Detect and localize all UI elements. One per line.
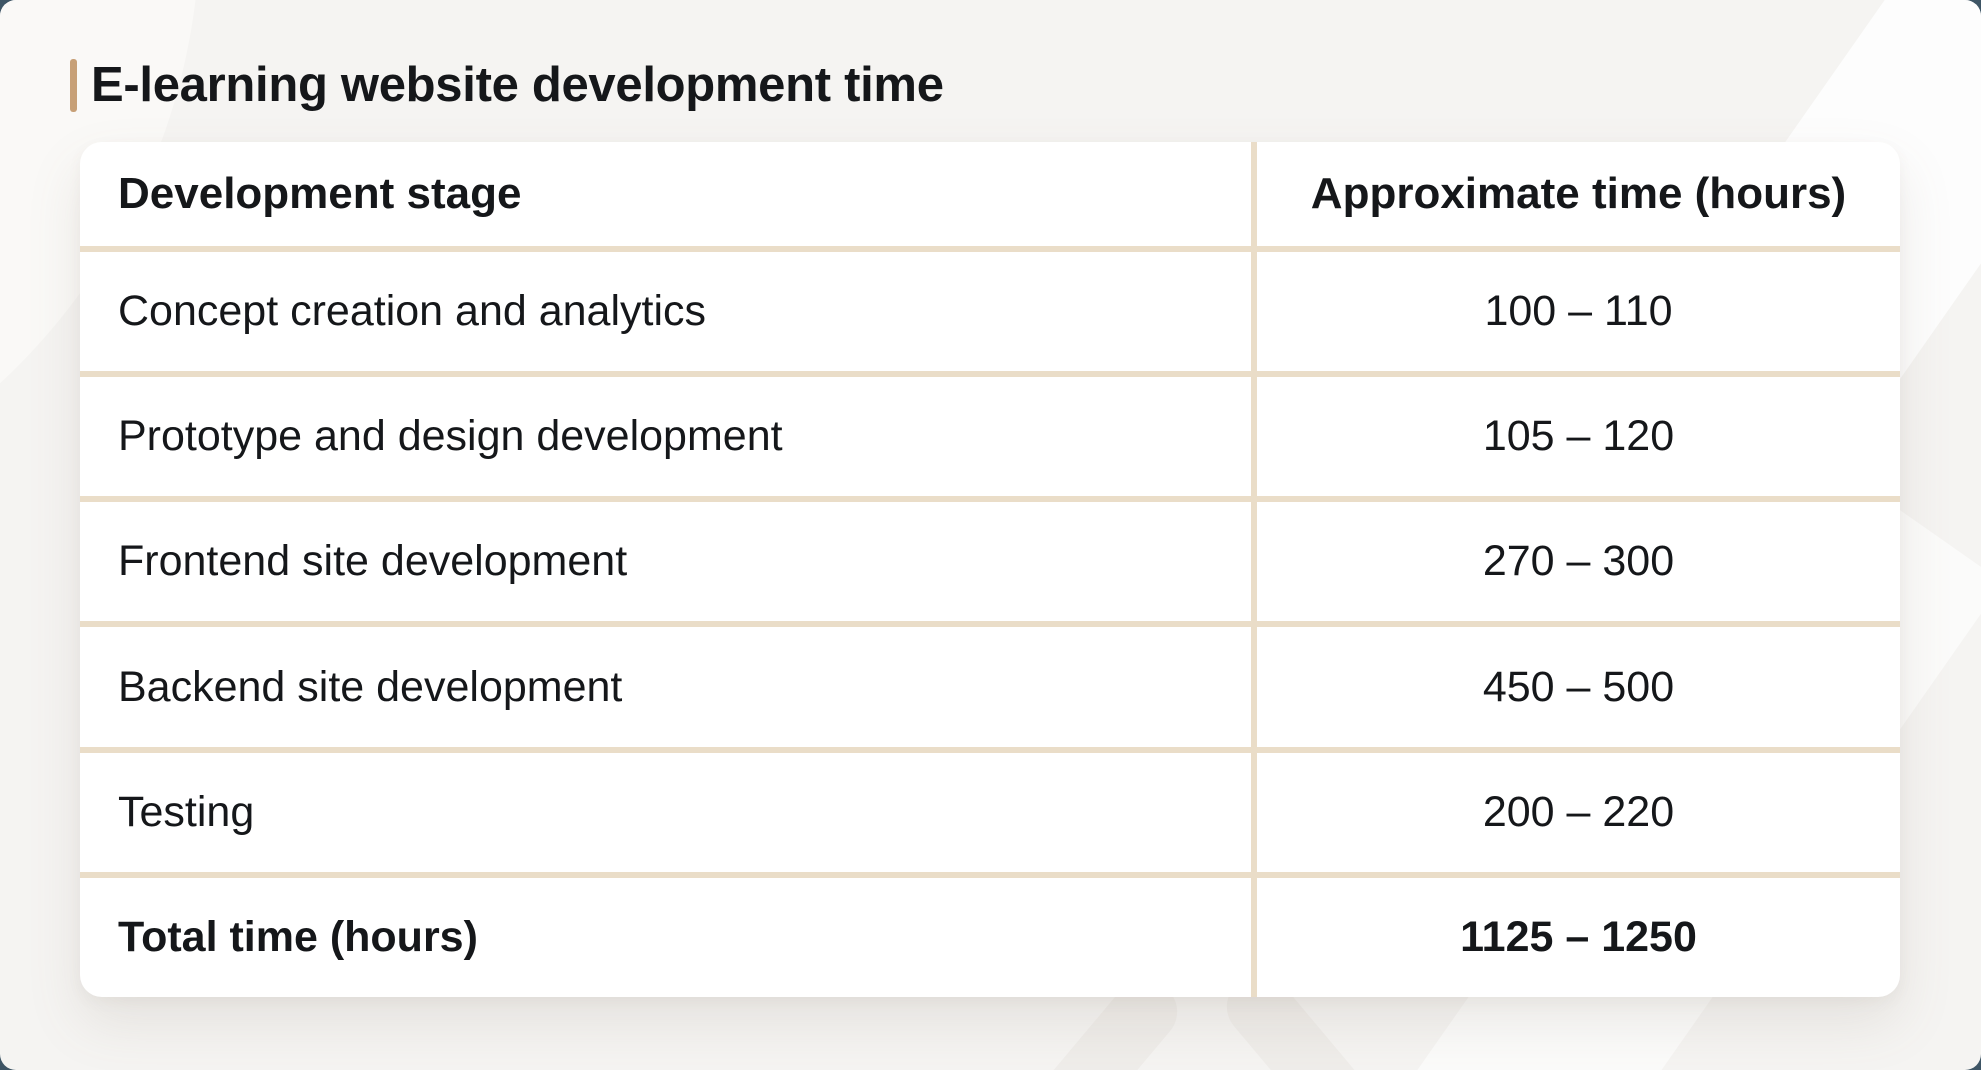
page-title-text: E-learning website development time xyxy=(91,58,944,112)
time-cell: 450 – 500 xyxy=(1251,621,1900,747)
column-header-time: Approximate time (hours) xyxy=(1251,142,1900,246)
development-time-table: Development stage Approximate time (hour… xyxy=(80,142,1900,997)
page-title: E-learning website development time xyxy=(70,57,944,113)
total-stage-cell: Total time (hours) xyxy=(80,871,1251,997)
stage-cell: Frontend site development xyxy=(80,496,1251,621)
column-header-stage: Development stage xyxy=(118,169,522,218)
stage-cell: Backend site development xyxy=(80,621,1251,746)
time-cell: 200 – 220 xyxy=(1251,746,1900,872)
stage-cell: Prototype and design development xyxy=(80,371,1251,496)
stage-cell: Concept creation and analytics xyxy=(80,246,1251,371)
time-cell: 105 – 120 xyxy=(1251,371,1900,497)
time-cell: 100 – 110 xyxy=(1251,246,1900,372)
time-cell: 270 – 300 xyxy=(1251,496,1900,622)
stage-cell: Testing xyxy=(80,746,1251,872)
total-time-cell: 1125 – 1250 xyxy=(1251,871,1900,997)
title-accent-bar xyxy=(70,58,77,112)
